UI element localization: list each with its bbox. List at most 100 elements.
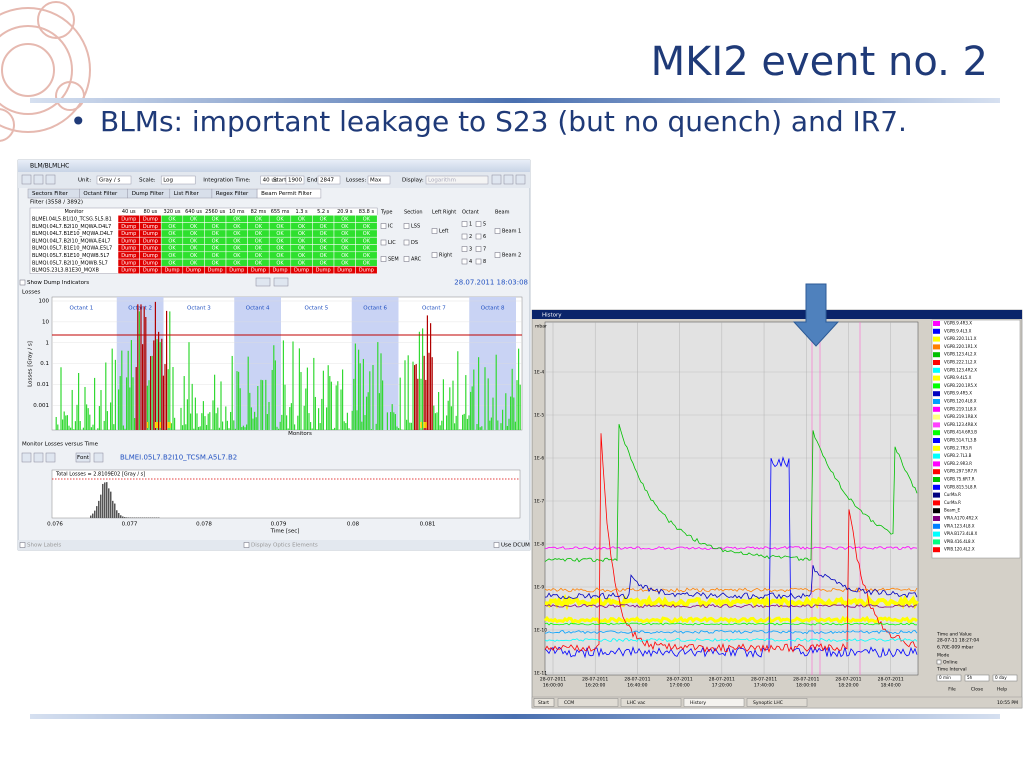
- checkbox[interactable]: [19, 542, 26, 548]
- task-label[interactable]: Synoptic LHC: [753, 700, 783, 706]
- legend-label[interactable]: VGPB.2.7R3.R: [944, 445, 972, 450]
- legend-label[interactable]: VGPB.220.1R5.X: [944, 383, 977, 388]
- tool-button[interactable]: [21, 452, 32, 463]
- legend-label[interactable]: VGPB.220.1R1.X: [944, 344, 977, 349]
- legend-label[interactable]: VGPB.414.6R3.B: [944, 430, 977, 435]
- tool-button[interactable]: [33, 174, 44, 185]
- checkbox-label[interactable]: Show Labels: [27, 543, 61, 549]
- checkbox[interactable]: [431, 252, 438, 258]
- checkbox[interactable]: [461, 221, 468, 227]
- checkbox[interactable]: [380, 239, 387, 246]
- tab-label[interactable]: Dump Filter: [132, 191, 165, 197]
- checkbox-label[interactable]: 1: [469, 222, 472, 228]
- checkbox-label[interactable]: Beam 2: [502, 253, 521, 259]
- input-field[interactable]: [964, 674, 990, 682]
- legend-label[interactable]: VGPB.9.4R5.X: [944, 391, 972, 396]
- legend-label[interactable]: VPIA.A170.4R2.X: [944, 516, 978, 521]
- legend-label[interactable]: VGPB.75.6R7.R: [944, 477, 975, 482]
- tab[interactable]: [256, 188, 322, 199]
- checkbox-label[interactable]: SEM: [388, 257, 399, 263]
- checkbox-label[interactable]: 8: [483, 259, 486, 265]
- legend-label[interactable]: VGPB.123.4L2.X: [944, 352, 977, 357]
- legend-label[interactable]: CurMa.R: [944, 500, 961, 505]
- checkbox-label[interactable]: 2: [469, 234, 472, 240]
- tool-button[interactable]: [93, 452, 104, 463]
- checkbox[interactable]: [494, 228, 501, 234]
- legend-label[interactable]: VPIB.120.4L2.X: [944, 547, 975, 552]
- legend-label[interactable]: VGPB.815.5L8.R: [944, 484, 977, 489]
- checkbox[interactable]: [380, 223, 387, 229]
- dropdown[interactable]: [96, 175, 132, 185]
- button-label[interactable]: Help: [997, 687, 1007, 693]
- checkbox[interactable]: [403, 223, 410, 229]
- checkbox[interactable]: [431, 228, 438, 234]
- dropdown[interactable]: [367, 175, 391, 185]
- checkbox[interactable]: [475, 233, 482, 240]
- checkbox-label[interactable]: Show Dump Indicators: [27, 280, 89, 286]
- button-label[interactable]: Font: [77, 455, 90, 461]
- checkbox[interactable]: [936, 659, 942, 665]
- dropdown-value[interactable]: Logarithm: [428, 178, 456, 184]
- legend-label[interactable]: CurMa.R: [944, 492, 961, 497]
- tool-button[interactable]: [21, 174, 32, 185]
- tab-label[interactable]: Octant Filter: [83, 191, 118, 197]
- checkbox[interactable]: [243, 542, 250, 548]
- checkbox-label[interactable]: DS: [411, 240, 418, 246]
- checkbox-label[interactable]: Right: [439, 253, 452, 259]
- font-button[interactable]: [75, 452, 91, 463]
- checkbox-label[interactable]: 4: [469, 259, 472, 265]
- start-button[interactable]: [533, 698, 555, 707]
- dropdown-value[interactable]: Log: [163, 178, 173, 184]
- tool-button[interactable]: [45, 174, 56, 185]
- legend-label[interactable]: VPIA.B173.4L8.X: [944, 531, 978, 536]
- legend-label[interactable]: VPIA.123.4L8.X: [944, 523, 975, 528]
- tool-button[interactable]: [491, 174, 502, 185]
- checkbox-label[interactable]: ARC: [411, 257, 422, 263]
- task-label[interactable]: History: [690, 700, 706, 706]
- field-value[interactable]: 5h: [967, 675, 973, 680]
- legend-label[interactable]: Beam_E: [944, 508, 961, 513]
- checkbox[interactable]: [403, 256, 410, 262]
- spinner-value[interactable]: 2847: [320, 178, 334, 184]
- dropdown-value[interactable]: Gray / s: [99, 178, 120, 184]
- checkbox[interactable]: [461, 258, 468, 265]
- task-button[interactable]: [557, 698, 619, 707]
- tab-label[interactable]: Beam Permit Filter: [261, 191, 312, 197]
- button-label[interactable]: File: [948, 687, 956, 693]
- dropdown-value[interactable]: 40 us: [263, 178, 278, 184]
- checkbox[interactable]: [461, 233, 468, 240]
- checkbox-label[interactable]: Display Optics Elements: [251, 543, 318, 549]
- checkbox-label[interactable]: IC: [388, 224, 393, 230]
- field-value[interactable]: 0 day: [995, 675, 1007, 680]
- tool-button[interactable]: [45, 452, 56, 463]
- checkbox-label[interactable]: LIC: [388, 240, 396, 246]
- legend-label[interactable]: VGPB.220.1L1.X: [944, 336, 977, 341]
- checkbox[interactable]: [475, 246, 482, 252]
- legend-label[interactable]: VGPB.2.9R3.R: [944, 461, 972, 466]
- checkbox-label[interactable]: 6: [483, 234, 486, 240]
- checkbox[interactable]: [494, 252, 501, 258]
- tab-label[interactable]: Regex Filter: [216, 191, 249, 197]
- spinner[interactable]: [317, 175, 341, 185]
- legend-label[interactable]: VGPB.123.4R2.X: [944, 367, 977, 372]
- nav-button[interactable]: [273, 277, 289, 287]
- dropdown[interactable]: [160, 175, 196, 185]
- checkbox-label[interactable]: LSS: [411, 224, 420, 230]
- tool-button[interactable]: [515, 174, 526, 185]
- checkbox-label[interactable]: 5: [483, 222, 486, 228]
- legend-label[interactable]: VGPB.9.4L3.X: [944, 328, 972, 333]
- legend-label[interactable]: VGPB.120.4L8.X: [944, 399, 977, 404]
- input-field[interactable]: [936, 674, 962, 682]
- checkbox[interactable]: [475, 221, 482, 227]
- tab-label[interactable]: Sectors Filter: [32, 191, 69, 197]
- input-field[interactable]: [992, 674, 1018, 682]
- checkbox-label[interactable]: 3: [469, 247, 472, 253]
- checkbox-label[interactable]: Left: [439, 229, 448, 235]
- checkbox-label[interactable]: 7: [483, 247, 486, 253]
- legend-label[interactable]: VGPB.514.7L3.B: [944, 438, 977, 443]
- legend-label[interactable]: VGPB.219.1R8.X: [944, 414, 977, 419]
- task-label[interactable]: CCM: [564, 700, 574, 706]
- dropdown[interactable]: [425, 175, 489, 185]
- checkbox[interactable]: [493, 542, 500, 548]
- task-button[interactable]: [746, 698, 808, 707]
